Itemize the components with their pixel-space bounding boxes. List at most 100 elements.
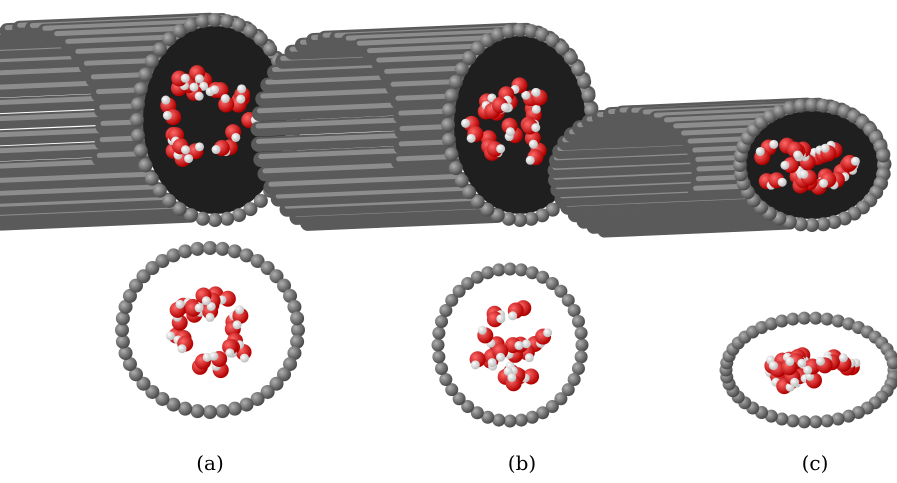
carbon-bead: [153, 184, 167, 198]
hydrogen-atom: [507, 373, 516, 382]
hydrogen-atom: [221, 94, 230, 103]
hydrogen-atom: [202, 296, 211, 305]
carbon-bead: [786, 313, 799, 326]
carbon-bead: [821, 313, 834, 326]
carbon-bead: [130, 113, 144, 127]
carbon-bead: [178, 244, 192, 258]
hydrogen-atom: [478, 326, 487, 335]
panel-label: (b): [508, 451, 536, 475]
hydrogen-atom: [496, 353, 505, 362]
hydrogen-atom: [471, 360, 480, 369]
carbon-bead: [809, 415, 822, 428]
artwork: [0, 13, 897, 428]
hydrogen-atom: [803, 366, 812, 375]
hydrogen-atom: [212, 145, 221, 154]
hydrogen-atom: [233, 320, 242, 329]
carbon-bead: [139, 158, 153, 172]
hydrogen-atom: [769, 140, 778, 149]
carbon-bead: [134, 144, 148, 158]
carbon-bead: [581, 89, 595, 103]
hydrogen-atom: [526, 156, 535, 165]
hydrogen-atom: [184, 154, 193, 163]
carbon-bead: [432, 327, 445, 340]
hydrogen-atom: [496, 314, 505, 323]
carbon-bead: [786, 414, 799, 427]
hydrogen-atom: [819, 179, 828, 188]
carbon-bead: [449, 75, 463, 89]
carbon-bead: [216, 242, 230, 256]
carbon-bead: [290, 311, 304, 325]
carbon-bead: [145, 172, 159, 186]
carbon-bead: [515, 263, 528, 276]
carbon-bead: [435, 362, 448, 375]
carbon-bead: [145, 54, 159, 68]
hydrogen-atom: [225, 348, 234, 357]
hydrogen-atom: [532, 105, 541, 114]
carbon-bead: [442, 103, 456, 117]
carbon-bead: [203, 405, 217, 419]
hydrogen-atom: [851, 157, 860, 166]
hydrogen-atom: [181, 145, 190, 154]
carbon-bead: [576, 339, 589, 352]
carbon-bead: [572, 315, 585, 328]
carbon-bead: [492, 414, 505, 427]
hydrogen-atom: [793, 150, 802, 159]
carbon-bead: [526, 411, 539, 424]
carbon-bead: [775, 315, 788, 328]
hydrogen-atom: [237, 84, 246, 93]
carbon-bead: [432, 339, 445, 352]
hydrogen-atom: [785, 357, 794, 366]
hydrogen-atom: [161, 96, 170, 105]
hydrogen-atom: [206, 313, 215, 322]
carbon-bead: [798, 415, 811, 428]
carbon-bead: [134, 82, 148, 96]
carbon-bead: [263, 42, 277, 56]
carbon-bead: [220, 212, 234, 226]
hydrogen-atom: [163, 111, 172, 120]
hydrogen-atom: [195, 74, 204, 83]
carbon-bead: [196, 212, 210, 226]
hydrogen-atom: [531, 123, 540, 132]
hydrogen-atom: [506, 127, 515, 136]
carbon-bead: [208, 13, 222, 27]
hydrogen-atom: [236, 95, 245, 104]
carbon-bead: [131, 129, 145, 143]
hydrogen-atom: [543, 328, 552, 337]
carbon-bead: [504, 415, 517, 428]
carbon-bead: [575, 350, 588, 363]
carbon-bead: [455, 174, 469, 188]
hydrogen-atom: [501, 103, 510, 112]
carbon-bead: [216, 404, 230, 418]
carbon-bead: [442, 133, 456, 147]
hydrogen-atom: [461, 119, 470, 128]
hydrogen-atom: [778, 178, 787, 187]
hydrogen-atom: [839, 353, 848, 362]
carbon-bead: [876, 149, 890, 163]
hydrogen-atom: [467, 134, 476, 143]
hydrogen-atom: [816, 357, 825, 366]
carbon-bead: [445, 147, 459, 161]
carbon-bead: [139, 68, 153, 82]
hydrogen-atom: [195, 142, 204, 151]
carbon-bead: [184, 18, 198, 32]
hydrogen-atom: [488, 358, 497, 367]
hydrogen-atom: [209, 352, 218, 361]
figure: (a) (b) (c): [0, 0, 897, 483]
hydrogen-atom: [529, 140, 538, 149]
hydrogen-atom: [189, 83, 198, 92]
carbon-bead: [190, 404, 204, 418]
carbon-bead: [492, 263, 505, 276]
hydrogen-atom: [496, 144, 505, 153]
carbon-bead: [449, 161, 463, 175]
hydrogen-atom: [797, 359, 806, 368]
hydrogen-atom: [514, 341, 523, 350]
hydrogen-atom: [508, 311, 517, 320]
carbon-bead: [131, 97, 145, 111]
carbon-bead: [575, 327, 588, 340]
hydrogen-atom: [769, 361, 778, 370]
carbon-bead: [203, 241, 217, 255]
hydrogen-atom: [756, 147, 765, 156]
hydrogen-atom: [532, 88, 541, 97]
carbon-bead: [208, 213, 222, 227]
hydrogen-atom: [240, 354, 249, 363]
